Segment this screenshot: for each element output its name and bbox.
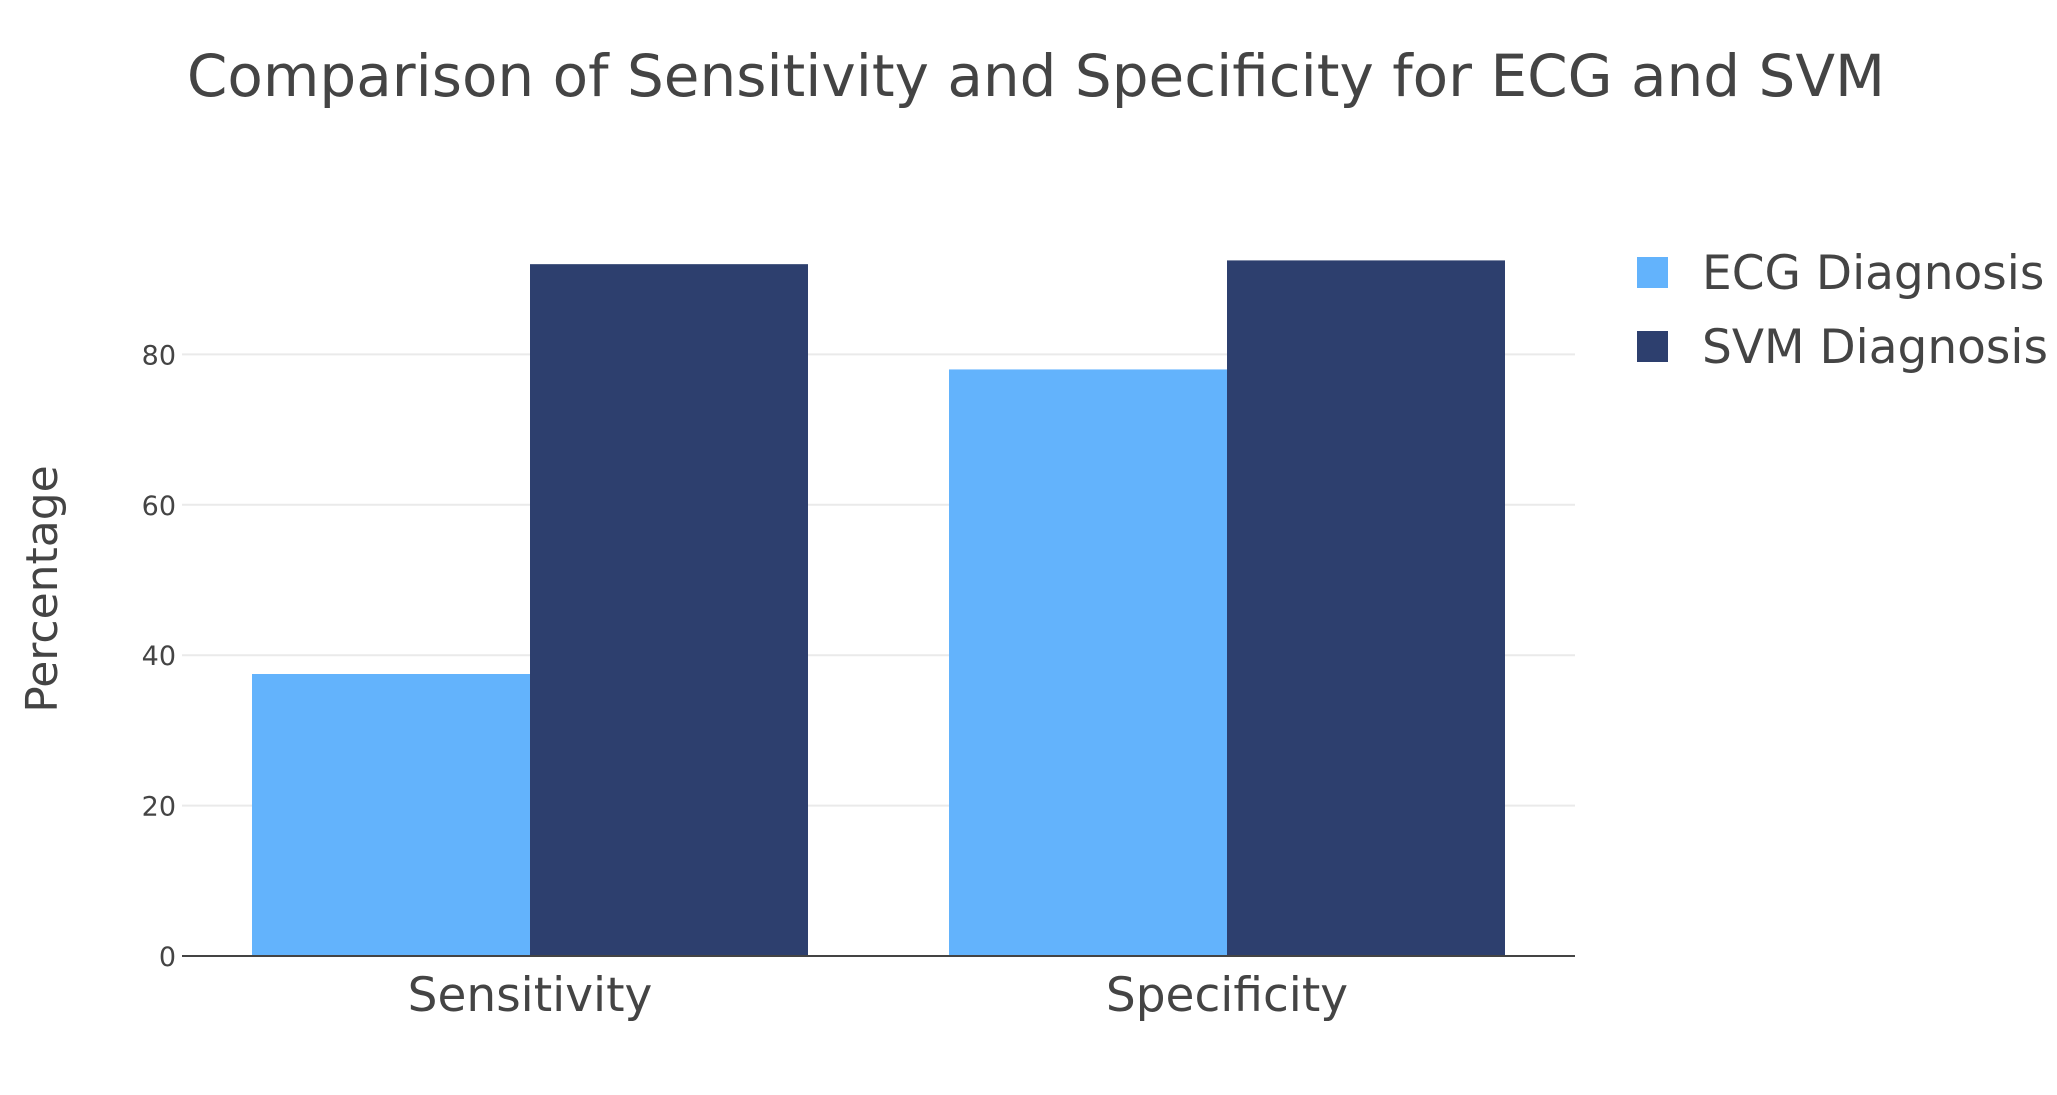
bar-svm-diagnosis-specificity xyxy=(1227,260,1505,956)
x-axis-ticks: Sensitivity Specificity xyxy=(408,968,1348,1023)
legend-label-svm-diagnosis: SVM Diagnosis xyxy=(1702,320,2048,375)
y-tick-label: 60 xyxy=(142,491,176,522)
y-axis-ticks: 0 20 40 60 80 xyxy=(142,340,176,973)
legend-swatch-ecg-diagnosis xyxy=(1637,257,1668,288)
legend-swatch-svm-diagnosis xyxy=(1637,331,1668,362)
bar-ecg-diagnosis-specificity xyxy=(949,369,1227,956)
legend: ECG Diagnosis SVM Diagnosis xyxy=(1637,246,2048,375)
bar-svm-diagnosis-sensitivity xyxy=(530,264,808,956)
x-tick-label-sensitivity: Sensitivity xyxy=(408,968,653,1023)
y-tick-label: 80 xyxy=(142,340,176,371)
chart-title: Comparison of Sensitivity and Specificit… xyxy=(187,42,1885,110)
bar-ecg-diagnosis-sensitivity xyxy=(252,674,530,956)
bars xyxy=(252,260,1505,956)
y-tick-label: 0 xyxy=(159,942,176,973)
legend-label-ecg-diagnosis: ECG Diagnosis xyxy=(1702,246,2044,301)
x-tick-label-specificity: Specificity xyxy=(1106,968,1348,1023)
y-axis-label: Percentage xyxy=(17,465,68,713)
y-tick-label: 40 xyxy=(142,641,176,672)
y-tick-label: 20 xyxy=(142,792,176,823)
